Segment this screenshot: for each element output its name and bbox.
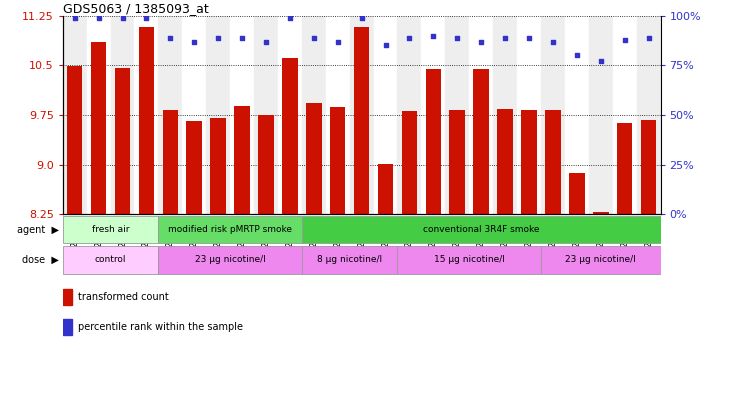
Bar: [114, 68, 131, 214]
Point: [260, 39, 272, 45]
Text: 23 μg nicotine/l: 23 μg nicotine/l: [565, 255, 636, 264]
Text: transformed count: transformed count: [77, 292, 168, 302]
Point: [356, 15, 368, 21]
Point: [427, 33, 439, 39]
Bar: [637, 16, 661, 214]
Bar: [421, 16, 445, 214]
Point: [452, 35, 463, 41]
Point: [595, 58, 607, 64]
Bar: [111, 16, 134, 214]
Point: [117, 15, 128, 21]
Point: [284, 15, 296, 21]
Bar: [254, 16, 278, 214]
Point: [213, 35, 224, 41]
Bar: [63, 319, 72, 335]
Bar: [613, 16, 637, 214]
Bar: [63, 16, 86, 214]
Bar: [278, 16, 302, 214]
Bar: [258, 115, 274, 214]
Bar: [210, 118, 226, 214]
Text: 8 μg nicotine/l: 8 μg nicotine/l: [317, 255, 382, 264]
Text: GDS5063 / 1385093_at: GDS5063 / 1385093_at: [63, 2, 208, 15]
Bar: [159, 16, 182, 214]
Point: [523, 35, 535, 41]
Text: agent  ▶: agent ▶: [17, 225, 59, 235]
Text: 15 μg nicotine/l: 15 μg nicotine/l: [434, 255, 505, 264]
Bar: [63, 289, 72, 305]
FancyBboxPatch shape: [63, 216, 159, 243]
Bar: [378, 164, 393, 214]
Bar: [230, 16, 254, 214]
Bar: [401, 111, 417, 214]
Bar: [445, 16, 469, 214]
Point: [499, 35, 511, 41]
Text: percentile rank within the sample: percentile rank within the sample: [77, 321, 243, 332]
Bar: [86, 16, 111, 214]
Text: control: control: [94, 255, 126, 264]
Bar: [282, 58, 297, 214]
Point: [643, 35, 655, 41]
Bar: [350, 16, 373, 214]
FancyBboxPatch shape: [159, 246, 302, 274]
Bar: [234, 107, 250, 214]
Point: [404, 35, 415, 41]
Point: [618, 37, 630, 43]
Bar: [139, 27, 154, 214]
Bar: [354, 27, 370, 214]
Bar: [593, 211, 609, 214]
Point: [140, 15, 152, 21]
Bar: [545, 110, 561, 214]
FancyBboxPatch shape: [159, 216, 302, 243]
Bar: [497, 109, 513, 214]
Point: [236, 35, 248, 41]
Bar: [91, 42, 106, 214]
Bar: [134, 16, 159, 214]
Bar: [162, 110, 178, 214]
Bar: [521, 110, 537, 214]
Bar: [306, 103, 322, 214]
Bar: [330, 107, 345, 214]
Point: [93, 15, 105, 21]
Bar: [469, 16, 493, 214]
Point: [69, 15, 80, 21]
Text: modified risk pMRTP smoke: modified risk pMRTP smoke: [168, 225, 292, 234]
Bar: [589, 16, 613, 214]
Bar: [373, 16, 398, 214]
Text: dose  ▶: dose ▶: [22, 255, 59, 265]
Bar: [182, 16, 206, 214]
Point: [332, 39, 344, 45]
Point: [379, 42, 391, 49]
Text: 23 μg nicotine/l: 23 μg nicotine/l: [195, 255, 266, 264]
FancyBboxPatch shape: [302, 216, 661, 243]
FancyBboxPatch shape: [63, 246, 159, 274]
Bar: [449, 110, 465, 214]
FancyBboxPatch shape: [302, 246, 398, 274]
Point: [571, 52, 583, 59]
Bar: [569, 173, 584, 214]
Bar: [67, 66, 83, 214]
Point: [475, 39, 487, 45]
Text: conventional 3R4F smoke: conventional 3R4F smoke: [423, 225, 539, 234]
Text: fresh air: fresh air: [92, 225, 129, 234]
Bar: [517, 16, 541, 214]
Bar: [493, 16, 517, 214]
Point: [165, 35, 176, 41]
Point: [547, 39, 559, 45]
Bar: [641, 119, 656, 214]
Bar: [541, 16, 565, 214]
Bar: [325, 16, 350, 214]
Point: [188, 39, 200, 45]
FancyBboxPatch shape: [541, 246, 661, 274]
Bar: [565, 16, 589, 214]
FancyBboxPatch shape: [398, 246, 541, 274]
Bar: [187, 121, 202, 214]
Bar: [302, 16, 325, 214]
Bar: [617, 123, 632, 214]
Bar: [206, 16, 230, 214]
Bar: [473, 69, 489, 214]
Bar: [426, 69, 441, 214]
Point: [308, 35, 320, 41]
Bar: [398, 16, 421, 214]
